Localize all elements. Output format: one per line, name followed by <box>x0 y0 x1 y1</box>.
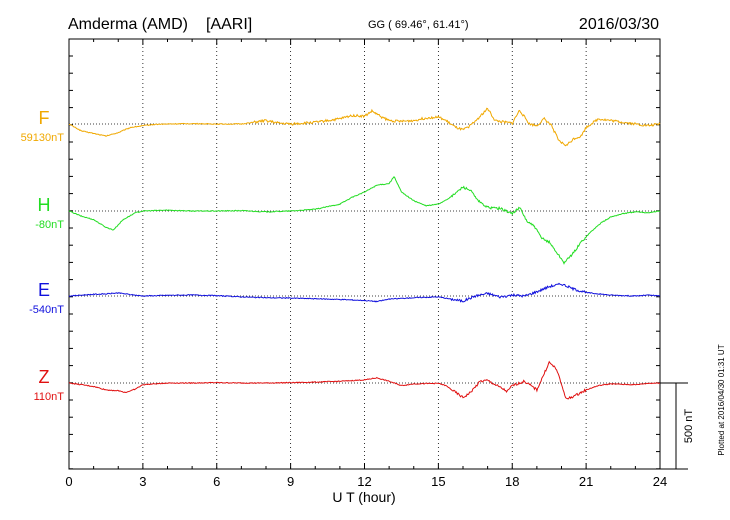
series-baseline-Z: 110nT <box>34 391 65 403</box>
series-labels: F 59130nT H -80nT E -540nT Z 110nT <box>21 108 65 403</box>
x-axis-title: U T (hour) <box>332 489 395 505</box>
series-line-E <box>68 282 661 303</box>
series-line-Z <box>68 360 661 400</box>
series-group <box>68 107 661 400</box>
series-baseline-E: -540nT <box>29 304 64 316</box>
series-name-F: F <box>39 108 50 128</box>
scale-bar-label: 500 nT <box>683 409 695 444</box>
x-tick-label-3: 3 <box>139 474 146 489</box>
date-label: 2016/03/30 <box>579 16 659 33</box>
series-name-E: E <box>38 280 50 300</box>
x-tick-label-12: 12 <box>357 474 371 489</box>
coordinates-label: GG ( 69.46°, 61.41°) <box>368 19 469 31</box>
series-line-F <box>68 107 661 147</box>
scale-bar: 500 nT <box>660 382 695 470</box>
baselines <box>69 123 660 384</box>
network-label: [AARI] <box>206 16 252 33</box>
series-name-Z: Z <box>39 367 50 387</box>
series-name-H: H <box>38 195 51 215</box>
x-tick-label-9: 9 <box>287 474 294 489</box>
series-baseline-H: -80nT <box>35 219 64 231</box>
x-tick-label-21: 21 <box>579 474 593 489</box>
station-title: Amderma (AMD) <box>68 16 188 33</box>
series-baseline-F: 59130nT <box>21 132 65 144</box>
x-tick-label-15: 15 <box>431 474 445 489</box>
x-tick-label-6: 6 <box>213 474 220 489</box>
plotted-timestamp: Plotted at 2016/04/30 01:31 UT <box>717 344 726 455</box>
x-tick-label-0: 0 <box>65 474 72 489</box>
grid-lines <box>142 39 587 469</box>
x-tick-label-24: 24 <box>653 474 667 489</box>
series-line-H <box>68 175 661 265</box>
axis-ticks: 0 3 6 9 12 15 18 21 24 <box>65 39 667 489</box>
x-tick-label-18: 18 <box>505 474 519 489</box>
